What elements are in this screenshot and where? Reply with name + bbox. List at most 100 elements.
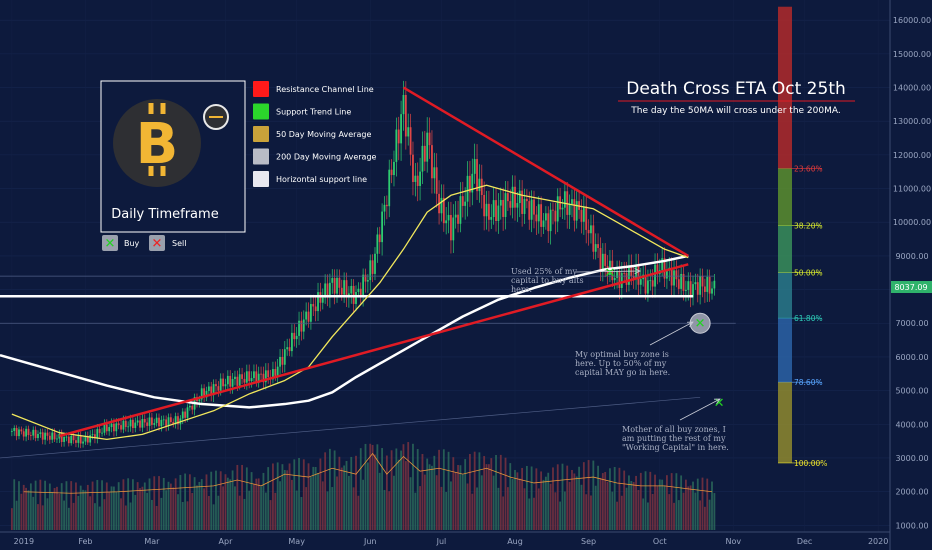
volume-bar [89, 496, 92, 530]
volume-bar [255, 478, 258, 530]
volume-bar [84, 490, 87, 530]
volume-bar [371, 444, 374, 530]
candle-body [293, 332, 296, 340]
volume-bar [243, 498, 246, 530]
volume-bar [473, 451, 476, 530]
candle-body [276, 366, 279, 376]
volume-bar [502, 496, 505, 530]
volume-bar [438, 449, 440, 530]
volume-bar [262, 472, 265, 530]
volume-bar [537, 488, 540, 530]
candle-body [355, 291, 357, 304]
price-tick-label: 7000.00 [895, 319, 928, 328]
volume-bar [283, 469, 286, 530]
candle-body [231, 378, 234, 387]
candle-body [682, 273, 685, 291]
volume-bar [75, 482, 77, 530]
volume-bar [647, 502, 649, 530]
candle-body [461, 196, 464, 206]
support-trend-line [59, 263, 689, 438]
candle-body [687, 281, 690, 290]
price-tick-label: 2000.00 [895, 488, 928, 497]
candle-body [554, 210, 557, 222]
volume-bar [492, 475, 495, 530]
volume-bar [483, 456, 486, 530]
volume-bar [563, 491, 566, 530]
volume-bar [518, 478, 521, 530]
legend-items: Resistance Channel Line Support Trend Lin… [253, 81, 377, 187]
volume-bar [245, 467, 248, 530]
candle-body [711, 288, 713, 294]
candle-body [469, 175, 471, 193]
candle-body [34, 429, 37, 439]
volume-bar [319, 458, 322, 530]
candle-body [288, 347, 291, 352]
candle-body [207, 386, 210, 391]
candle-body [188, 405, 191, 408]
volume-bar [613, 467, 616, 530]
buy-marker-icon: ✕ [695, 317, 706, 332]
volume-bar [343, 465, 346, 530]
candle-body [177, 416, 179, 425]
candle-body [255, 371, 258, 383]
candle-body [70, 435, 73, 444]
volume-bar [601, 473, 604, 530]
volume-bar [193, 477, 196, 530]
candle-body [675, 270, 678, 280]
candle-body [616, 271, 618, 278]
candle-body [549, 209, 552, 232]
candle-body [98, 429, 101, 433]
volume-bar [224, 474, 227, 530]
candle-body [364, 274, 367, 282]
volume-bar [286, 470, 289, 530]
last-price-label: 8037.09 [894, 283, 927, 292]
candle-body [314, 306, 317, 312]
volume-bar [687, 486, 690, 530]
annotation-text: am putting the rest of my [622, 434, 726, 443]
candle-body [77, 436, 80, 443]
volume-bar [58, 493, 61, 530]
volume-bar [388, 491, 391, 530]
candle-body [442, 197, 445, 224]
volume-bar [248, 490, 251, 530]
volume-bar [212, 504, 215, 530]
candle-body [371, 260, 374, 274]
candle-body [53, 432, 56, 440]
legend-item-label: 50 Day Moving Average [276, 130, 371, 139]
volume-bar [143, 482, 146, 530]
volume-bar [347, 475, 350, 530]
candle-body [435, 167, 438, 194]
volume-bar [682, 492, 685, 530]
volume-bar [160, 497, 163, 530]
candle-body [585, 206, 588, 230]
buy-marker-icon: ✕ [714, 396, 725, 411]
volume-bar [677, 500, 680, 530]
candle-body [485, 203, 488, 217]
annotation-arrow [679, 398, 721, 421]
candle-body [75, 440, 77, 443]
candle-body [198, 399, 201, 402]
volume-bar [302, 459, 305, 530]
volume-bar [158, 476, 160, 530]
candle-body [243, 378, 246, 383]
candle-body [264, 370, 267, 383]
volume-bar [155, 505, 158, 530]
fib-level-label: 50.00% [794, 269, 823, 278]
volume-bar [162, 477, 165, 530]
volume-bar [122, 479, 125, 530]
legend-item-label: Support Trend Line [276, 108, 351, 117]
candle-body [340, 287, 343, 295]
volume-bar [409, 477, 412, 530]
time-tick-label: Dec [797, 537, 812, 546]
candle-body [689, 281, 692, 298]
candle-body [490, 217, 493, 220]
volume-bar [620, 495, 623, 530]
candle-body [27, 428, 30, 436]
price-tick-label: 12000.00 [893, 151, 931, 160]
candle-body [692, 284, 694, 298]
candle-body [397, 129, 400, 144]
resistance-line [402, 86, 689, 257]
volume-bar [528, 498, 531, 530]
